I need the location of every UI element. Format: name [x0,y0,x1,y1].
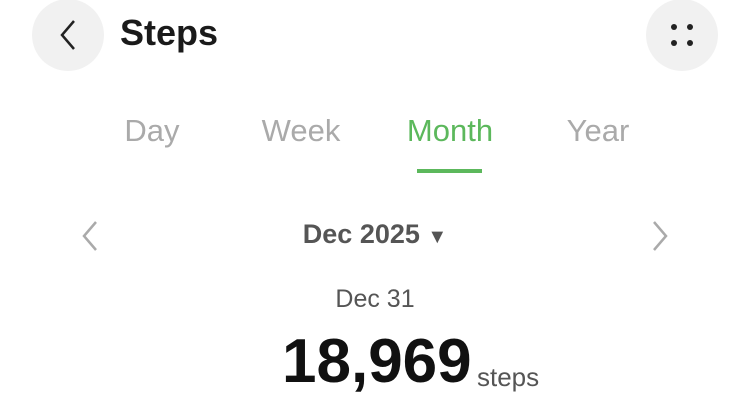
grid-dots-icon [671,24,693,46]
triangle-down-icon: ▼ [427,226,448,248]
period-label: Dec 2025 [302,219,420,249]
back-button[interactable] [32,0,104,71]
tab-day[interactable]: Day [124,113,180,148]
active-tab-indicator [417,169,482,173]
page-title: Steps [120,12,219,53]
period-selector[interactable]: Dec 2025 ▼ [0,219,750,250]
steps-value: 18,969 [282,327,472,396]
tab-week[interactable]: Week [261,113,341,148]
more-button[interactable] [646,0,718,71]
previous-period-button[interactable] [78,220,102,252]
next-period-button[interactable] [648,220,672,252]
tab-year[interactable]: Year [566,113,630,148]
steps-unit: steps [477,362,540,392]
tab-month[interactable]: Month [406,113,494,148]
chevron-left-icon [60,20,75,50]
selected-date: Dec 31 [335,285,415,313]
